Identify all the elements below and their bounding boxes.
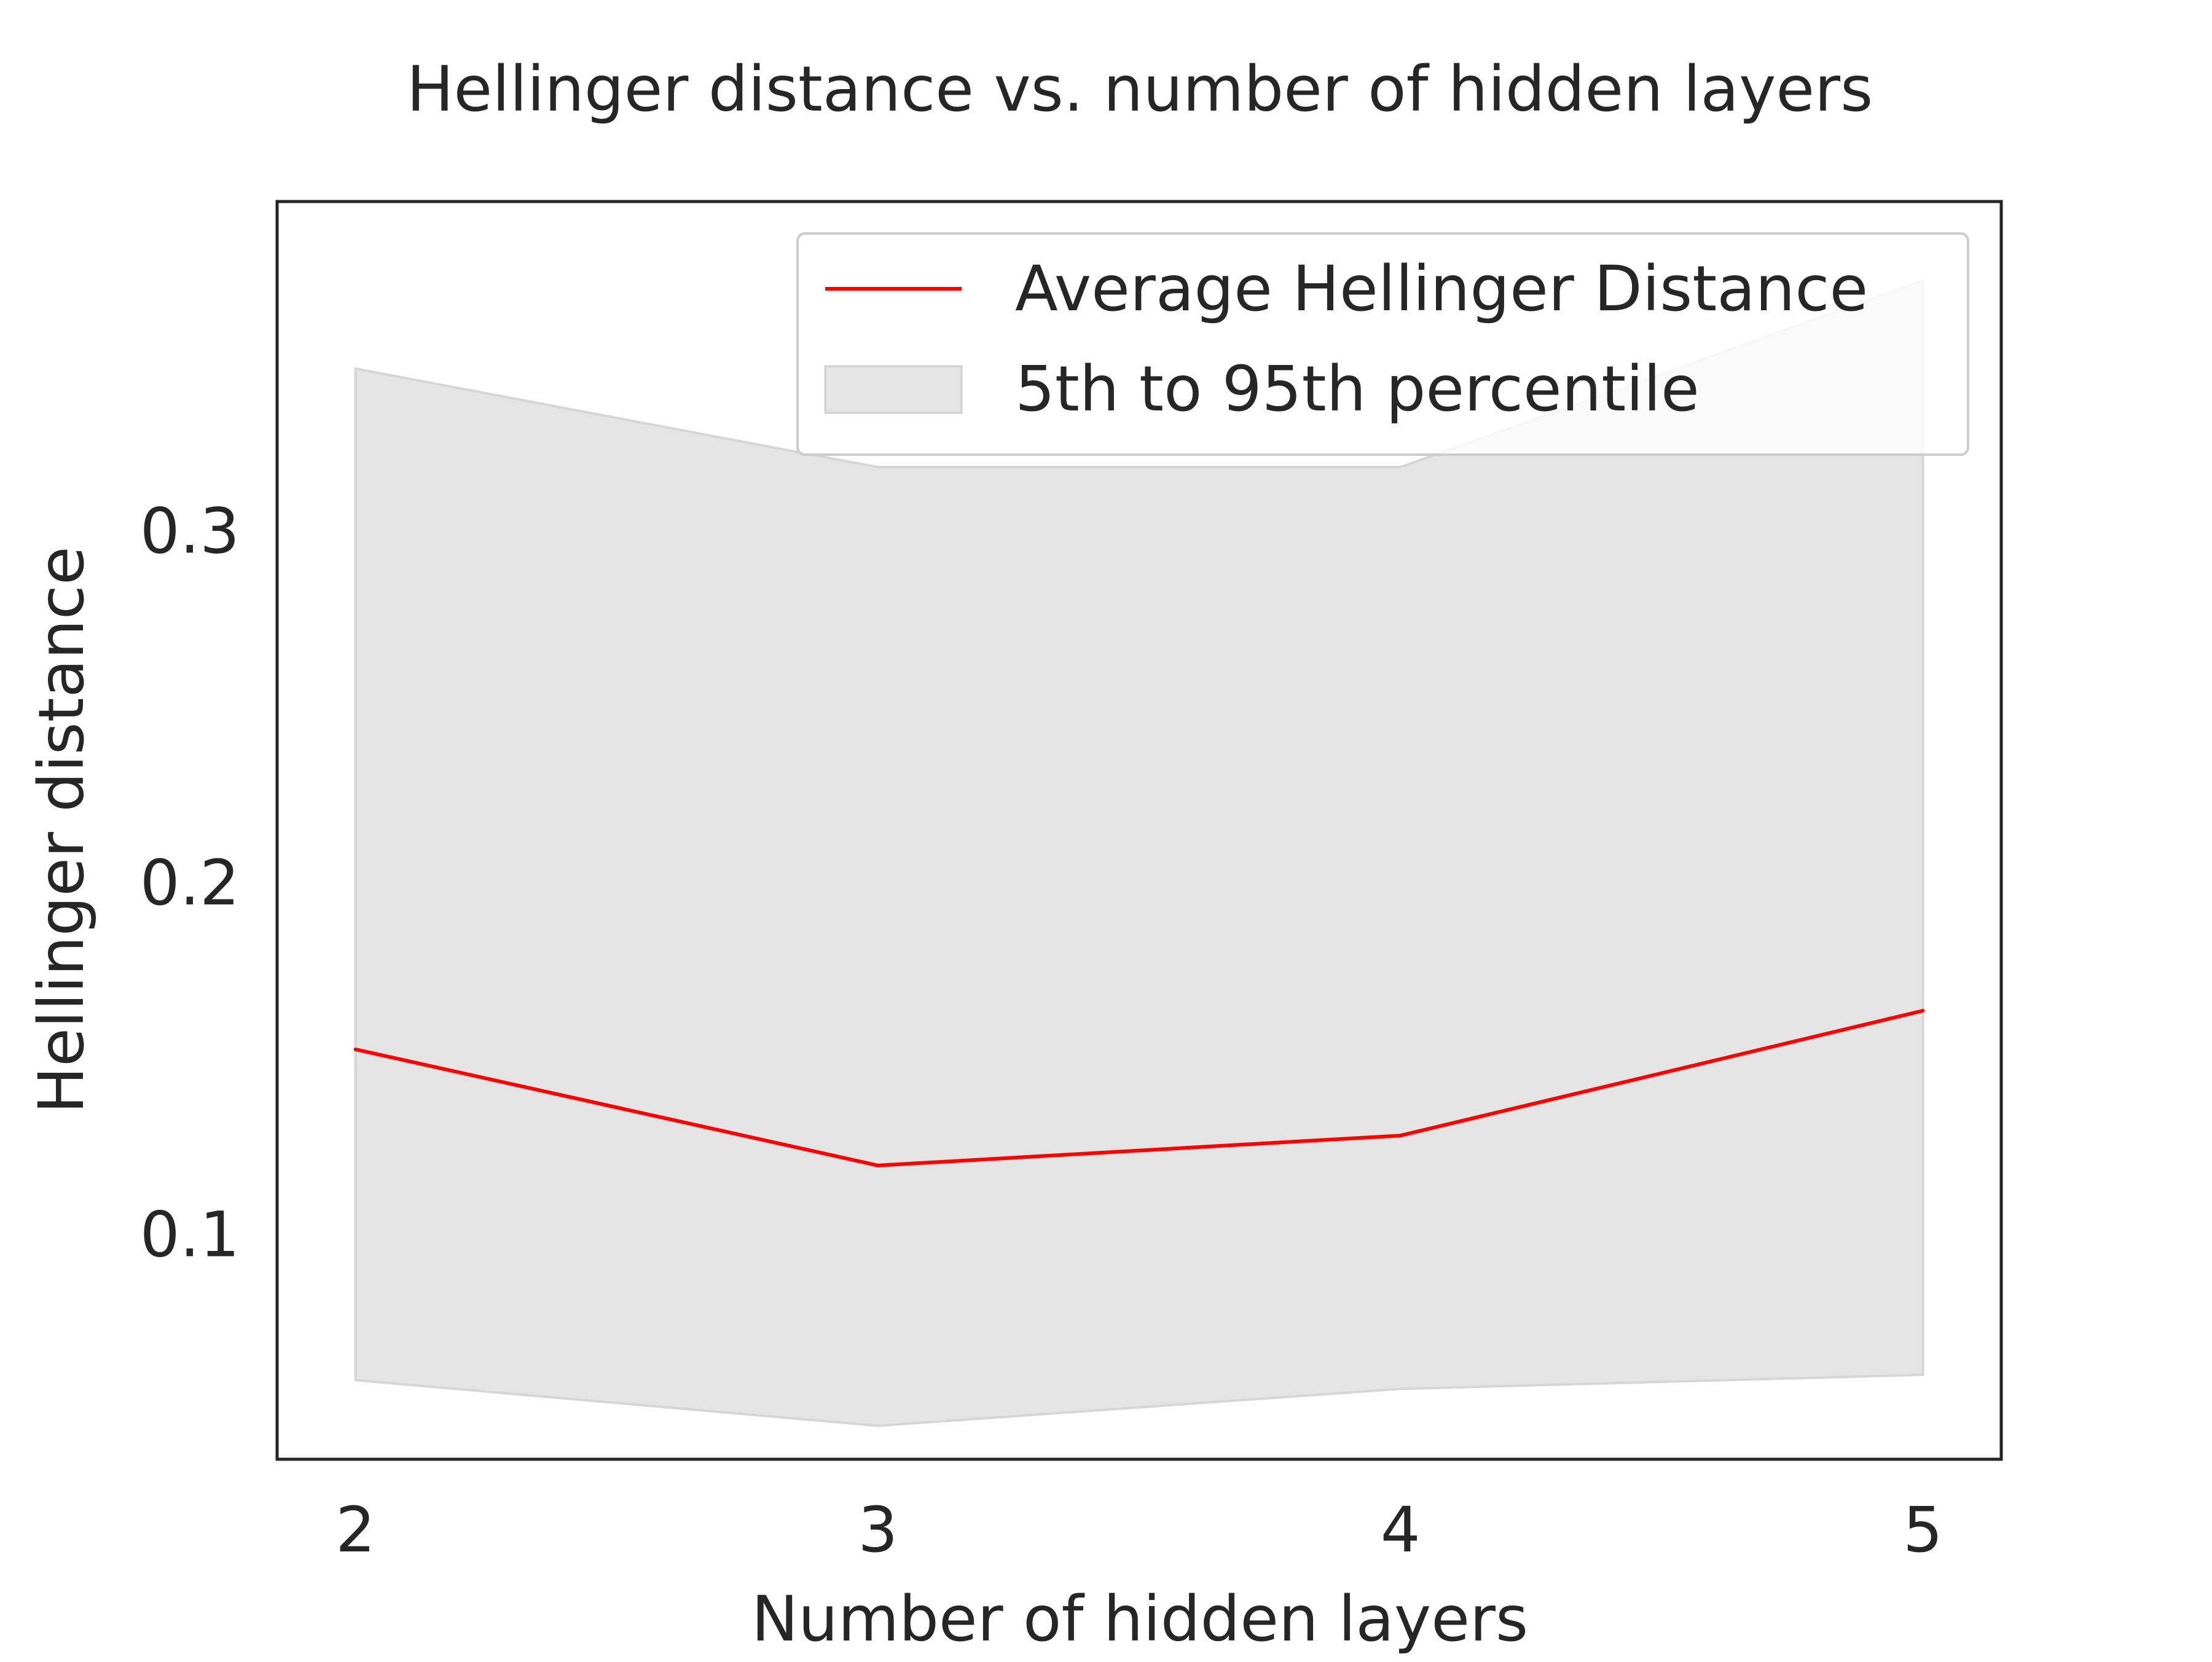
y-tick-label: 0.1 [140, 1199, 240, 1272]
y-tick-label: 0.3 [140, 495, 240, 568]
percentile-band [354, 278, 1924, 1427]
legend: Average Hellinger Distance 5th to 95th p… [796, 232, 1969, 456]
y-axis-label: Hellinger distance [25, 546, 98, 1113]
x-tick-label: 3 [858, 1494, 898, 1567]
y-tick-label: 0.2 [140, 847, 240, 920]
chart-title: Hellinger distance vs. number of hidden … [407, 53, 1873, 126]
legend-label-average: Average Hellinger Distance [1015, 253, 1868, 326]
x-tick-label: 2 [335, 1494, 375, 1567]
average-point [1921, 1008, 1925, 1013]
plot-area [353, 278, 1925, 1427]
plot-frame [275, 200, 2003, 1461]
legend-band-swatch [824, 365, 963, 414]
x-tick-label: 4 [1381, 1494, 1421, 1567]
x-tick-label: 5 [1903, 1494, 1943, 1567]
y-axis-ticks: 0.1 0.2 0.3 [140, 495, 240, 1271]
legend-box [796, 232, 1969, 456]
x-axis-label: Number of hidden layers [751, 1583, 1528, 1656]
average-hellinger-line [355, 1009, 1924, 1167]
x-axis-ticks: 2 3 4 5 [335, 1494, 1943, 1567]
average-point [876, 1163, 880, 1167]
average-point [353, 1047, 358, 1051]
legend-label-percentile: 5th to 95th percentile [1015, 353, 1700, 426]
average-point [1398, 1134, 1403, 1138]
